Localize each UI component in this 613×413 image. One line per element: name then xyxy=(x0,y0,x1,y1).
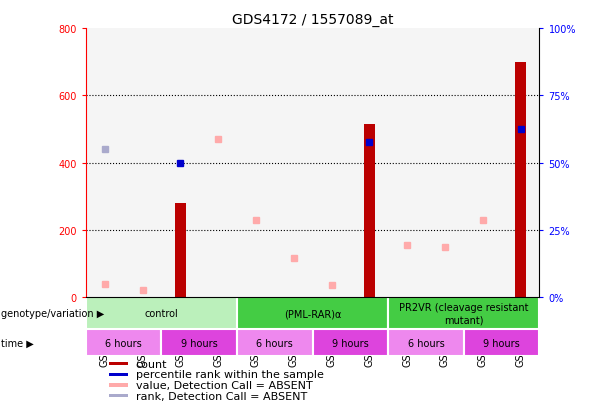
Bar xyxy=(86,29,124,297)
Bar xyxy=(161,29,199,297)
Text: 9 hours: 9 hours xyxy=(181,338,218,348)
Bar xyxy=(161,330,237,356)
Text: (PML-RAR)α: (PML-RAR)α xyxy=(284,309,341,318)
Text: value, Detection Call = ABSENT: value, Detection Call = ABSENT xyxy=(135,380,313,390)
Text: PR2VR (cleavage resistant
mutant): PR2VR (cleavage resistant mutant) xyxy=(399,303,528,324)
Bar xyxy=(313,330,388,356)
Title: GDS4172 / 1557089_at: GDS4172 / 1557089_at xyxy=(232,12,394,26)
Bar xyxy=(364,125,375,297)
Text: 9 hours: 9 hours xyxy=(483,338,520,348)
Bar xyxy=(426,29,464,297)
Bar xyxy=(237,29,275,297)
Bar xyxy=(86,297,237,330)
Bar xyxy=(237,330,313,356)
Bar xyxy=(109,362,128,366)
Text: 6 hours: 6 hours xyxy=(105,338,142,348)
Bar xyxy=(109,383,128,387)
Bar xyxy=(464,330,539,356)
Text: percentile rank within the sample: percentile rank within the sample xyxy=(135,369,324,379)
Text: 6 hours: 6 hours xyxy=(256,338,293,348)
Text: time ▶: time ▶ xyxy=(1,338,33,348)
Bar xyxy=(124,29,161,297)
Bar xyxy=(237,297,388,330)
Bar xyxy=(313,29,351,297)
Text: control: control xyxy=(145,309,178,318)
Bar xyxy=(501,29,539,297)
Bar xyxy=(516,62,526,297)
Text: rank, Detection Call = ABSENT: rank, Detection Call = ABSENT xyxy=(135,391,307,401)
Bar xyxy=(86,330,161,356)
Bar xyxy=(199,29,237,297)
Bar xyxy=(275,29,313,297)
Text: 6 hours: 6 hours xyxy=(408,338,444,348)
Bar xyxy=(109,373,128,376)
Bar xyxy=(351,29,388,297)
Bar xyxy=(388,297,539,330)
Bar xyxy=(388,330,464,356)
Text: count: count xyxy=(135,358,167,369)
Text: genotype/variation ▶: genotype/variation ▶ xyxy=(1,309,104,318)
Bar xyxy=(388,29,426,297)
Bar xyxy=(109,394,128,397)
Text: 9 hours: 9 hours xyxy=(332,338,369,348)
Bar xyxy=(175,203,186,297)
Bar xyxy=(464,29,501,297)
